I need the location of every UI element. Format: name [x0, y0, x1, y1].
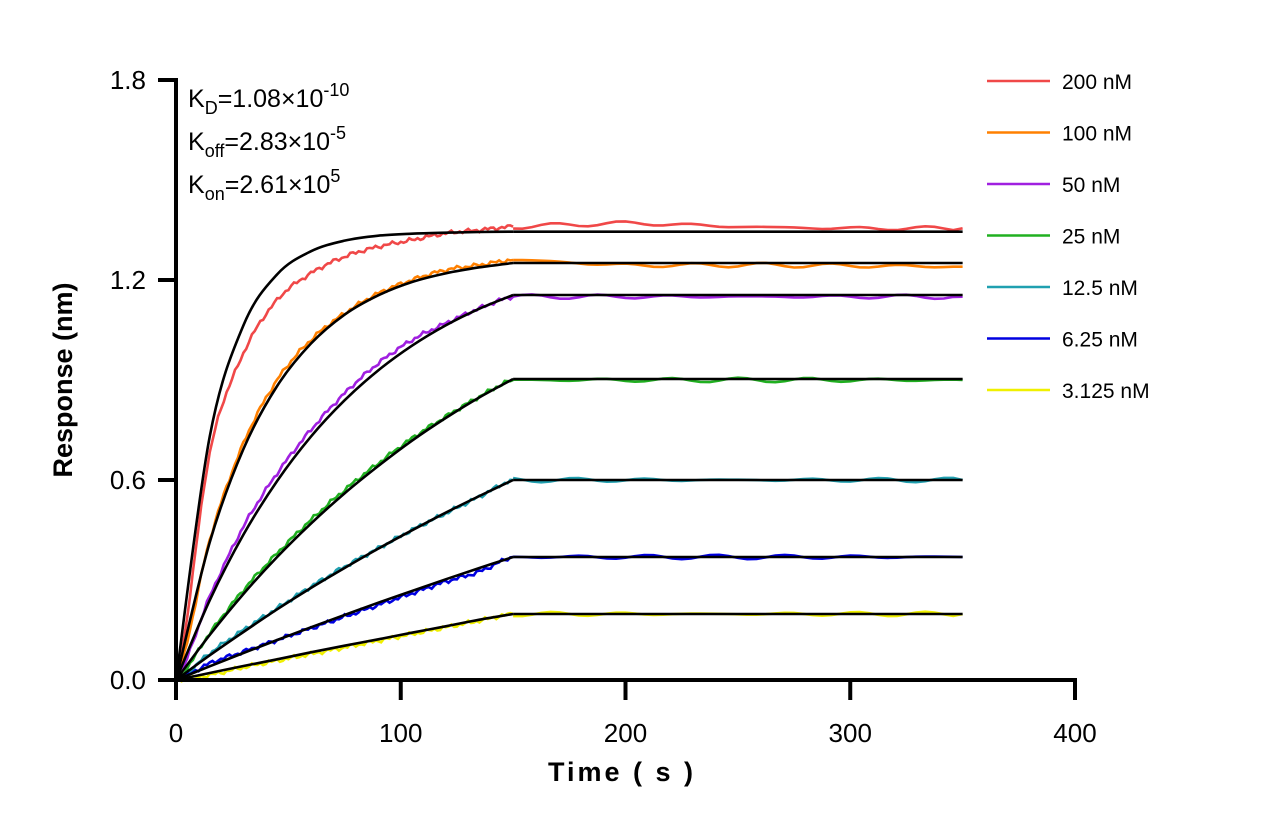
kon-annotation: Kon=2.61×105 — [188, 166, 340, 204]
y-tick-label: 0.0 — [110, 665, 146, 695]
data-trace-assoc-1 — [174, 258, 514, 681]
y-tick-label: 1.2 — [110, 265, 146, 295]
ticks: 0 100 200 300 400 0.0 0.6 1.2 1.8 — [110, 65, 1097, 748]
fit-curve-assoc-6 — [175, 612, 514, 682]
kd-annotation: KD=1.08×10-10 — [188, 80, 349, 118]
x-tick-label: 100 — [379, 718, 422, 748]
fit-curve-assoc-4 — [175, 478, 514, 682]
x-tick-label: 400 — [1053, 718, 1096, 748]
legend-label: 200 nM — [1062, 71, 1132, 94]
legend-label: 6.25 nM — [1062, 329, 1138, 352]
data-trace-assoc-2 — [174, 295, 515, 681]
y-tick-label: 0.6 — [110, 465, 146, 495]
legend-label: 3.125 nM — [1062, 380, 1150, 403]
data-trace-assoc-5 — [175, 555, 514, 682]
data-trace-assoc-4 — [175, 478, 514, 682]
fit-curve-assoc-0 — [174, 230, 514, 681]
plot-area — [174, 220, 963, 683]
koff-annotation: Koff=2.83×10-5 — [188, 123, 346, 161]
x-tick-label: 0 — [169, 718, 183, 748]
legend-label: 25 nM — [1062, 226, 1120, 249]
y-tick-label: 1.8 — [110, 65, 146, 95]
fit-curve-assoc-1 — [174, 261, 514, 681]
fit-curve-assoc-5 — [175, 555, 514, 682]
legend-label: 12.5 nM — [1062, 277, 1138, 300]
y-axis-title: Response (nm) — [48, 282, 78, 477]
x-tick-label: 300 — [829, 718, 872, 748]
fit-curve-assoc-2 — [174, 293, 514, 681]
data-trace-dissoc-0 — [513, 220, 963, 232]
kinetic-constants: KD=1.08×10-10 Koff=2.83×10-5 Kon=2.61×10… — [188, 80, 349, 204]
legend-label: 50 nM — [1062, 174, 1120, 197]
legend: 200 nM 100 nM 50 nM 25 nM 12.5 nM 6.25 nM 3.12… — [987, 71, 1150, 403]
data-trace-assoc-3 — [175, 378, 514, 682]
fit-curve-assoc-3 — [174, 377, 514, 681]
x-tick-label: 200 — [604, 718, 647, 748]
legend-label: 100 nM — [1062, 123, 1132, 146]
data-trace-dissoc-1 — [513, 258, 963, 269]
x-axis-title: Time ( s ) — [548, 757, 696, 787]
